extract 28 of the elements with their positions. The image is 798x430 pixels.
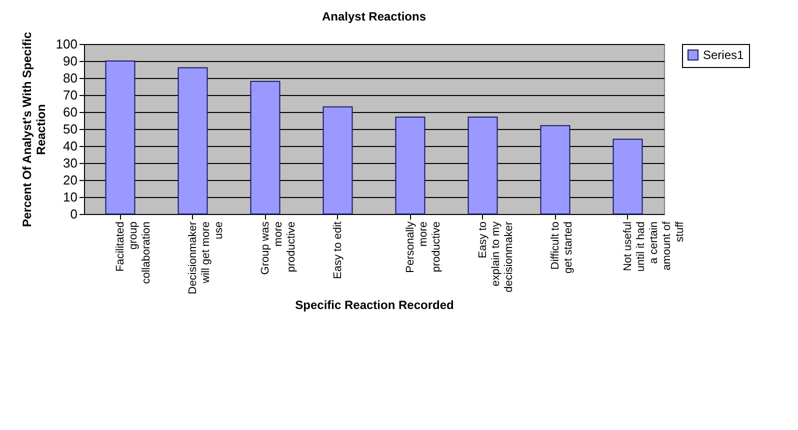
x-tick-label: Easy to edit bbox=[332, 222, 344, 279]
y-tick-label: 100 bbox=[56, 36, 78, 52]
x-tick-label: Personally more productive bbox=[404, 221, 442, 273]
bar bbox=[395, 116, 426, 214]
y-tick-label: 20 bbox=[63, 172, 78, 188]
y-tick-label: 90 bbox=[63, 54, 78, 68]
y-tick-label: 60 bbox=[63, 104, 78, 120]
bar bbox=[105, 60, 136, 214]
y-tick-label: 70 bbox=[63, 88, 78, 102]
bar bbox=[612, 138, 643, 214]
y-tick-label: 10 bbox=[63, 190, 78, 204]
y-tick-label: 40 bbox=[63, 138, 78, 154]
bar bbox=[540, 125, 570, 214]
bar bbox=[468, 116, 498, 214]
x-tick-label: Not useful until it had a certain amount of stuff bbox=[622, 220, 686, 272]
x-tick-label: Decisionmaker will get more use bbox=[186, 221, 225, 294]
chart-title: Analyst Reactions bbox=[322, 9, 426, 24]
bar bbox=[178, 67, 208, 214]
y-axis-title: Percent Of Analyst's With Specific Reaction bbox=[20, 32, 48, 228]
y-tick-label: 80 bbox=[63, 70, 78, 86]
bar bbox=[250, 80, 280, 214]
y-tick-label: 50 bbox=[63, 122, 78, 136]
bar bbox=[322, 106, 353, 214]
y-tick-label: 30 bbox=[63, 156, 78, 170]
x-tick-label: Facilitated group collaboration bbox=[114, 222, 152, 284]
legend-label: Series1 bbox=[703, 48, 744, 62]
y-tick-label: 0 bbox=[70, 206, 78, 222]
x-axis-title: Specific Reaction Recorded bbox=[295, 298, 454, 312]
